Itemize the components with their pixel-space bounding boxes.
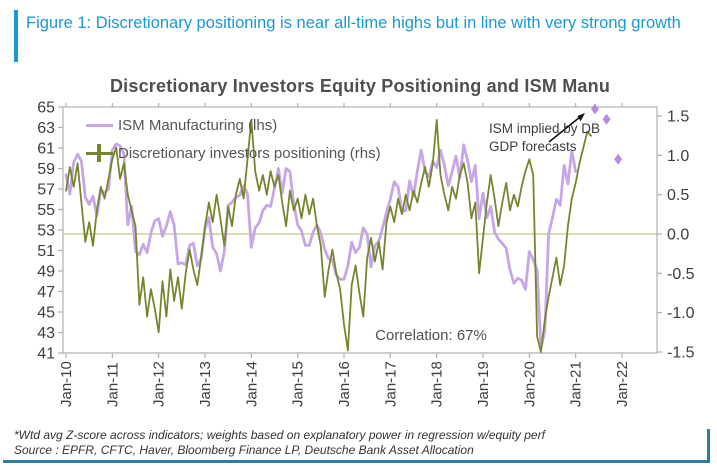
svg-text:51: 51 [37, 243, 55, 260]
ism-line-swatch-icon [86, 116, 113, 134]
chart-footnote: *Wtd avg Z-score across indicators; weig… [14, 428, 545, 442]
forecast-diamond [614, 153, 623, 165]
positioning-line-swatch-icon [86, 144, 113, 162]
bottom-rule [3, 460, 710, 463]
correlation-label: Correlation: 67% [375, 327, 487, 344]
figure-title: Figure 1: Discretionary positioning is n… [26, 14, 681, 32]
svg-text:1.0: 1.0 [667, 148, 689, 165]
svg-text:57: 57 [37, 182, 55, 199]
svg-text:Jan-17: Jan-17 [382, 361, 399, 407]
svg-text:41: 41 [37, 346, 55, 363]
svg-text:Jan-18: Jan-18 [429, 361, 446, 407]
positioning-line [65, 119, 592, 353]
chart-title: Discretionary Investors Equity Positioni… [109, 76, 611, 96]
legend-item-ism: ISM Manufacturing (lhs) [86, 111, 381, 139]
legend-item-positioning: Discretionary investors positioning (rhs… [86, 139, 381, 167]
figure-accent-bar [14, 10, 18, 62]
ism-manufacturing-line [64, 142, 578, 350]
svg-text:-1.5: -1.5 [667, 345, 695, 362]
legend-label-positioning: Discretionary investors positioning (rhs… [118, 144, 381, 162]
chart-legend: ISM Manufacturing (lhs) Discretionary in… [86, 111, 381, 167]
svg-text:65: 65 [37, 100, 55, 117]
svg-text:Jan-13: Jan-13 [197, 361, 214, 407]
svg-text:Jan-11: Jan-11 [104, 362, 121, 407]
axis-tick-labels: 65 63 61 59 57 55 53 51 49 47 45 43 41 1.5 1.0 0.5 0.0 -0… [37, 100, 694, 408]
forecast-diamonds [590, 103, 623, 165]
svg-text:0.0: 0.0 [667, 227, 689, 244]
forecast-annotation: ISM implied by DB GDP forecasts [489, 121, 601, 154]
svg-text:Jan-14: Jan-14 [243, 361, 260, 407]
svg-text:Jan-21: Jan-21 [568, 361, 585, 407]
forecast-diamond [590, 103, 599, 115]
svg-text:Jan-20: Jan-20 [521, 361, 538, 407]
svg-text:59: 59 [37, 161, 55, 178]
svg-text:43: 43 [37, 325, 55, 342]
forecast-diamond [602, 113, 611, 125]
svg-text:47: 47 [37, 284, 55, 301]
svg-text:-1.0: -1.0 [667, 305, 695, 322]
svg-text:Jan-12: Jan-12 [151, 361, 168, 407]
svg-text:Jan-22: Jan-22 [614, 361, 631, 407]
svg-text:61: 61 [37, 141, 55, 158]
svg-text:1.5: 1.5 [667, 109, 689, 126]
svg-text:55: 55 [37, 202, 55, 219]
svg-text:-0.5: -0.5 [667, 266, 695, 283]
svg-text:53: 53 [37, 223, 55, 240]
source-line: Source : EPFR, CFTC, Haver, Bloomberg Fi… [14, 443, 474, 457]
legend-label-ism: ISM Manufacturing (lhs) [118, 116, 278, 134]
bottom-right-border [707, 429, 710, 463]
svg-text:0.5: 0.5 [667, 187, 689, 204]
svg-text:Jan-16: Jan-16 [336, 361, 353, 407]
svg-text:63: 63 [37, 120, 55, 137]
annotation-arrow-icon [548, 113, 585, 143]
svg-text:49: 49 [37, 264, 55, 281]
svg-text:Jan-10: Jan-10 [58, 361, 75, 407]
svg-text:Jan-15: Jan-15 [290, 361, 307, 407]
svg-text:45: 45 [37, 305, 55, 322]
axis-ticks [58, 103, 662, 358]
svg-text:Jan-19: Jan-19 [475, 361, 492, 407]
